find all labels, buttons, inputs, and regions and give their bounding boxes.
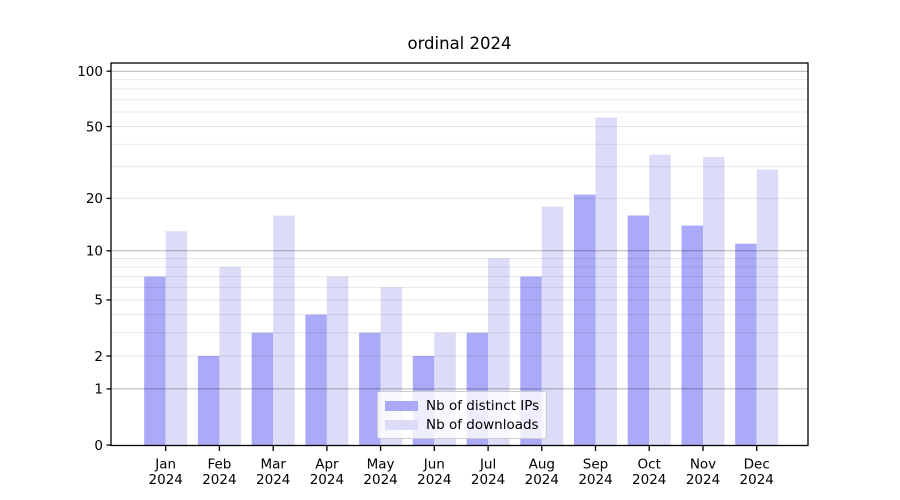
x-tick-label: Dec 2024 <box>740 457 774 489</box>
y-tick-label: 5 <box>94 293 103 309</box>
chart-title: ordinal 2024 <box>407 34 512 53</box>
bar-distinct-ips <box>359 332 381 446</box>
bar-downloads <box>649 154 671 446</box>
y-tick-label: 50 <box>86 119 103 135</box>
bar-downloads <box>595 117 617 446</box>
y-tick-label: 0 <box>94 438 103 454</box>
legend-item: Nb of downloads <box>378 415 546 434</box>
bar-distinct-ips <box>681 225 703 446</box>
bar-downloads <box>326 276 349 446</box>
legend-swatch-distinct-ips <box>385 400 418 411</box>
bar-downloads <box>756 169 779 446</box>
gridlines <box>111 70 808 390</box>
bar-downloads <box>273 215 295 446</box>
bar-distinct-ips <box>197 356 220 446</box>
legend: Nb of distinct IPs Nb of downloads <box>377 391 547 439</box>
legend-swatch-downloads <box>385 419 418 430</box>
x-tick-label: May 2024 <box>363 457 397 489</box>
x-axis: Jan 2024 Feb 2024 Mar 2024 Apr 2024 May 2024 Jun 20… <box>149 445 774 489</box>
bar-distinct-ips <box>305 314 327 446</box>
x-tick-label: Apr 2024 <box>310 457 344 489</box>
x-tick-label: Oct 2024 <box>632 457 666 489</box>
y-axis: 0 1 2 5 10 20 50 100 <box>77 64 111 454</box>
y-tick-label: 100 <box>77 64 103 80</box>
y-tick-label: 20 <box>86 191 103 207</box>
x-tick-label: Jul 2024 <box>471 457 505 489</box>
bar-downloads <box>165 231 188 446</box>
x-tick-label: Jun 2024 <box>417 457 451 489</box>
y-tick-label: 10 <box>86 244 103 260</box>
x-tick-label: Sep 2024 <box>578 457 612 489</box>
bar-distinct-ips <box>627 215 650 446</box>
bar-downloads <box>219 267 241 446</box>
legend-label-downloads: Nb of downloads <box>426 416 539 433</box>
bar-distinct-ips <box>144 276 166 446</box>
legend-item: Nb of distinct IPs <box>378 396 546 415</box>
x-tick-label: Feb 2024 <box>202 457 236 489</box>
bar-distinct-ips <box>574 194 596 446</box>
bar-distinct-ips <box>735 243 757 446</box>
y-tick-label: 1 <box>94 382 103 398</box>
bar-downloads <box>703 157 725 446</box>
x-tick-label: Nov 2024 <box>686 457 720 489</box>
legend-label-distinct-ips: Nb of distinct IPs <box>426 397 540 414</box>
bar-downloads <box>541 206 564 446</box>
plot-border <box>110 62 809 447</box>
x-tick-label: Aug 2024 <box>525 457 559 489</box>
x-tick-label: Jan 2024 <box>149 457 183 489</box>
x-tick-label: Mar 2024 <box>256 457 290 489</box>
y-tick-label: 2 <box>94 349 103 365</box>
bar-distinct-ips <box>251 332 274 446</box>
